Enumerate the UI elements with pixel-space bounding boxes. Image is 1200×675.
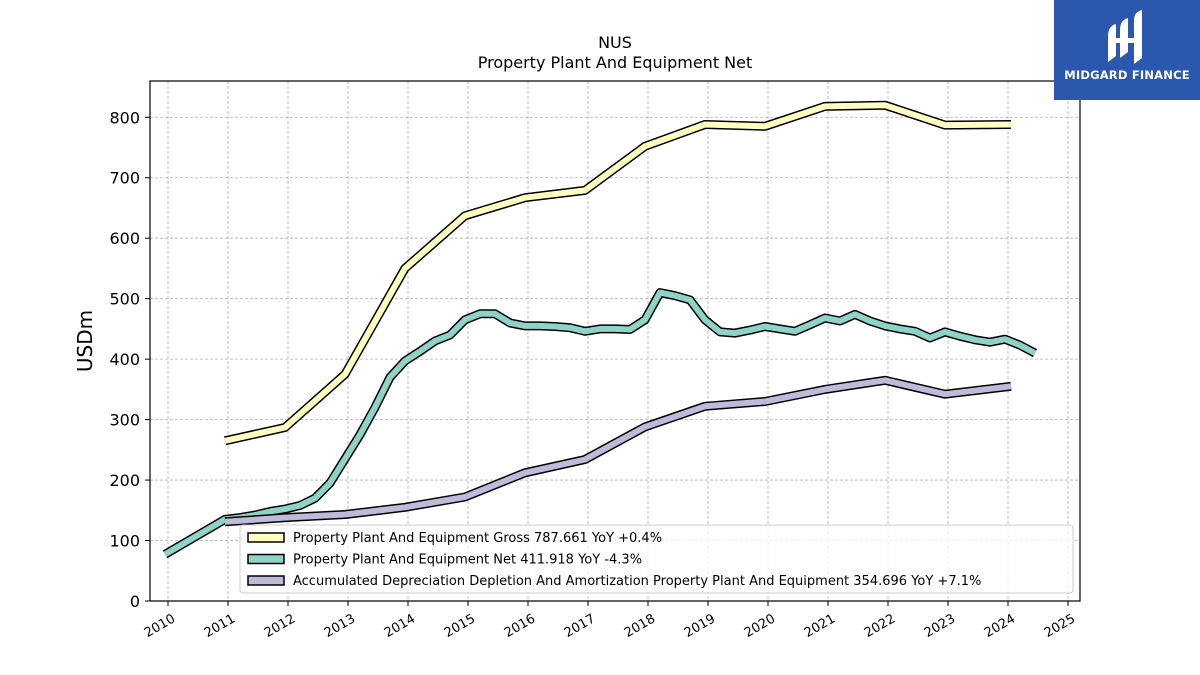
x-tick-label: 2021	[802, 611, 838, 641]
y-axis-ticks: 0 100 200 300 400 500 600 700 800	[109, 108, 150, 611]
y-tick-label: 200	[109, 471, 140, 490]
y-axis-label: USDm	[73, 310, 97, 372]
y-tick-label: 0	[130, 592, 140, 611]
legend-entry-1: Property Plant And Equipment Net 411.918…	[293, 553, 642, 568]
grid	[150, 81, 1080, 602]
x-axis-ticks: 2010 2011 2012 2013 2014 2015 2016 2017 2018 2019…	[142, 601, 1078, 641]
series-line-0	[224, 102, 1012, 444]
y-tick-label: 300	[109, 411, 140, 430]
x-tick-label: 2018	[622, 611, 658, 641]
x-tick-label: 2016	[502, 611, 538, 641]
legend-swatch-2	[247, 575, 285, 586]
series-line-1	[163, 289, 1037, 557]
x-tick-label: 2012	[262, 611, 298, 641]
series-outline-2	[224, 375, 1012, 527]
x-tick-label: 2014	[382, 611, 418, 641]
y-tick-label: 400	[109, 350, 140, 369]
legend-swatch-0	[247, 532, 285, 543]
chart-subtitle: Property Plant And Equipment Net	[478, 53, 753, 72]
x-tick-label: 2022	[862, 611, 898, 641]
logo-mark-icon	[1108, 10, 1142, 64]
x-tick-label: 2011	[202, 611, 238, 641]
series-lines	[162, 100, 1038, 559]
legend-entry-2: Accumulated Depreciation Depletion And A…	[293, 574, 981, 589]
y-tick-label: 700	[109, 169, 140, 188]
chart-title: NUS	[598, 33, 632, 52]
plot-frame	[149, 80, 1081, 602]
legend-swatch-1	[247, 553, 285, 565]
x-tick-label: 2019	[682, 611, 718, 641]
midgard-finance-logo: MIDGARD FINANCE	[1054, 0, 1200, 100]
x-tick-label: 2023	[922, 611, 958, 641]
x-tick-label: 2017	[562, 611, 598, 641]
y-tick-label: 500	[109, 290, 140, 309]
x-tick-label: 2015	[442, 611, 478, 641]
series-line-2	[224, 377, 1012, 525]
x-tick-label: 2010	[142, 611, 178, 641]
legend-entry-0: Property Plant And Equipment Gross 787.6…	[293, 531, 662, 546]
x-tick-label: 2024	[982, 611, 1018, 641]
x-tick-label: 2013	[322, 611, 358, 641]
logo-text: MIDGARD FINANCE	[1064, 68, 1190, 82]
y-tick-label: 600	[109, 229, 140, 248]
legend: Property Plant And Equipment Gross 787.6…	[239, 524, 1074, 594]
series-outline-0	[224, 100, 1012, 446]
x-tick-label: 2025	[1042, 611, 1078, 641]
y-tick-label: 100	[109, 532, 140, 551]
y-tick-label: 800	[109, 108, 140, 127]
legend-box	[239, 524, 1074, 594]
x-tick-label: 2020	[742, 611, 778, 641]
